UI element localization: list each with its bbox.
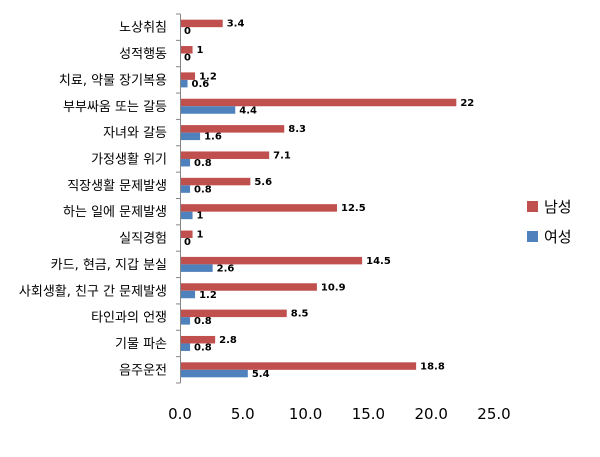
bar-female (180, 185, 191, 193)
value-label: 0.8 (194, 184, 212, 195)
category-label: 자녀와 갈등 (103, 126, 167, 141)
bar-male (180, 151, 270, 159)
legend-label-female: 여성 (544, 228, 572, 246)
bar-male (180, 309, 287, 318)
value-label: 12.5 (341, 203, 366, 214)
value-label: 1 (197, 211, 204, 222)
category-label: 하는 일에 문제발생 (63, 205, 167, 220)
value-label: 18.8 (420, 361, 445, 372)
value-label: 0 (184, 26, 191, 37)
bar-male (180, 125, 285, 133)
value-label: 8.3 (288, 124, 306, 135)
value-label: 0 (184, 237, 191, 248)
bar-male (180, 362, 417, 370)
value-label: 5.6 (254, 177, 272, 188)
bar-male (180, 177, 251, 186)
bar-male (180, 204, 337, 212)
category-label: 노상취침 (119, 21, 167, 36)
x-tick-labels: 0.0 5.0 10.0 15.0 20.0 25.0 (168, 13, 511, 423)
bar-male (180, 46, 193, 54)
value-label: 4.4 (239, 105, 257, 116)
category-label: 타인과의 언쟁 (91, 311, 167, 326)
category-label: 사회생활, 친구 간 문제발생 (19, 284, 167, 299)
value-label: 1.6 (204, 132, 222, 143)
category-label: 치료, 약물 장기복용 (59, 73, 167, 88)
value-label: 2.6 (217, 263, 235, 274)
bar-male (180, 72, 196, 80)
bars-layer (180, 19, 457, 378)
category-label: 가정생활 위기 (91, 152, 167, 167)
x-tick-label: 25.0 (477, 405, 510, 423)
legend-swatch-male (527, 201, 538, 212)
category-label: 기물 파손 (115, 337, 167, 352)
value-label: 3.4 (227, 19, 245, 30)
bar-female (180, 343, 191, 351)
value-label: 2.8 (219, 335, 237, 346)
bar-female (180, 369, 248, 378)
bar-male (180, 256, 363, 265)
x-tick-label: 5.0 (231, 405, 255, 423)
value-label: 0.8 (194, 158, 212, 169)
x-tick-label: 0.0 (168, 405, 192, 423)
value-label: 22 (460, 98, 474, 109)
bar-female (180, 290, 196, 299)
value-label: 5.4 (252, 369, 270, 380)
bar-male (180, 230, 193, 239)
value-label: 8.5 (291, 309, 309, 320)
bar-female (180, 132, 201, 141)
value-label: 0 (184, 53, 191, 64)
x-tick-label: 15.0 (352, 405, 385, 423)
bar-female (180, 79, 188, 88)
bar-female (180, 158, 191, 167)
category-label: 직장생활 문제발생 (67, 179, 167, 194)
category-label: 실직경험 (119, 232, 167, 247)
bar-male (180, 283, 317, 291)
category-label: 음주운전 (119, 363, 167, 378)
category-label: 카드, 현금, 지갑 분실 (51, 258, 167, 273)
value-label: 0.8 (194, 316, 212, 327)
bar-female (180, 106, 236, 114)
value-label: 1 (197, 230, 204, 241)
value-label: 1 (197, 45, 204, 56)
value-label: 0.8 (194, 342, 212, 353)
bar-male (180, 335, 216, 344)
bar-female (180, 317, 191, 325)
bar-male (180, 19, 223, 28)
value-label: 14.5 (366, 256, 391, 267)
value-label: 1.2 (199, 290, 217, 301)
bar-female (180, 211, 193, 220)
bar-female (180, 264, 213, 272)
category-label: 부부싸움 또는 갈등 (63, 100, 167, 115)
value-label: 1.2 (199, 71, 217, 82)
x-tick-label: 10.0 (289, 405, 322, 423)
legend-label-male: 남성 (544, 198, 572, 216)
value-label: 0.6 (192, 79, 210, 90)
value-label: 7.1 (273, 150, 291, 161)
value-label: 10.9 (321, 282, 346, 293)
category-label: 성적행동 (119, 46, 167, 62)
legend-swatch-female (527, 231, 538, 242)
x-tick-label: 20.0 (414, 405, 447, 423)
bar-male (180, 98, 457, 107)
